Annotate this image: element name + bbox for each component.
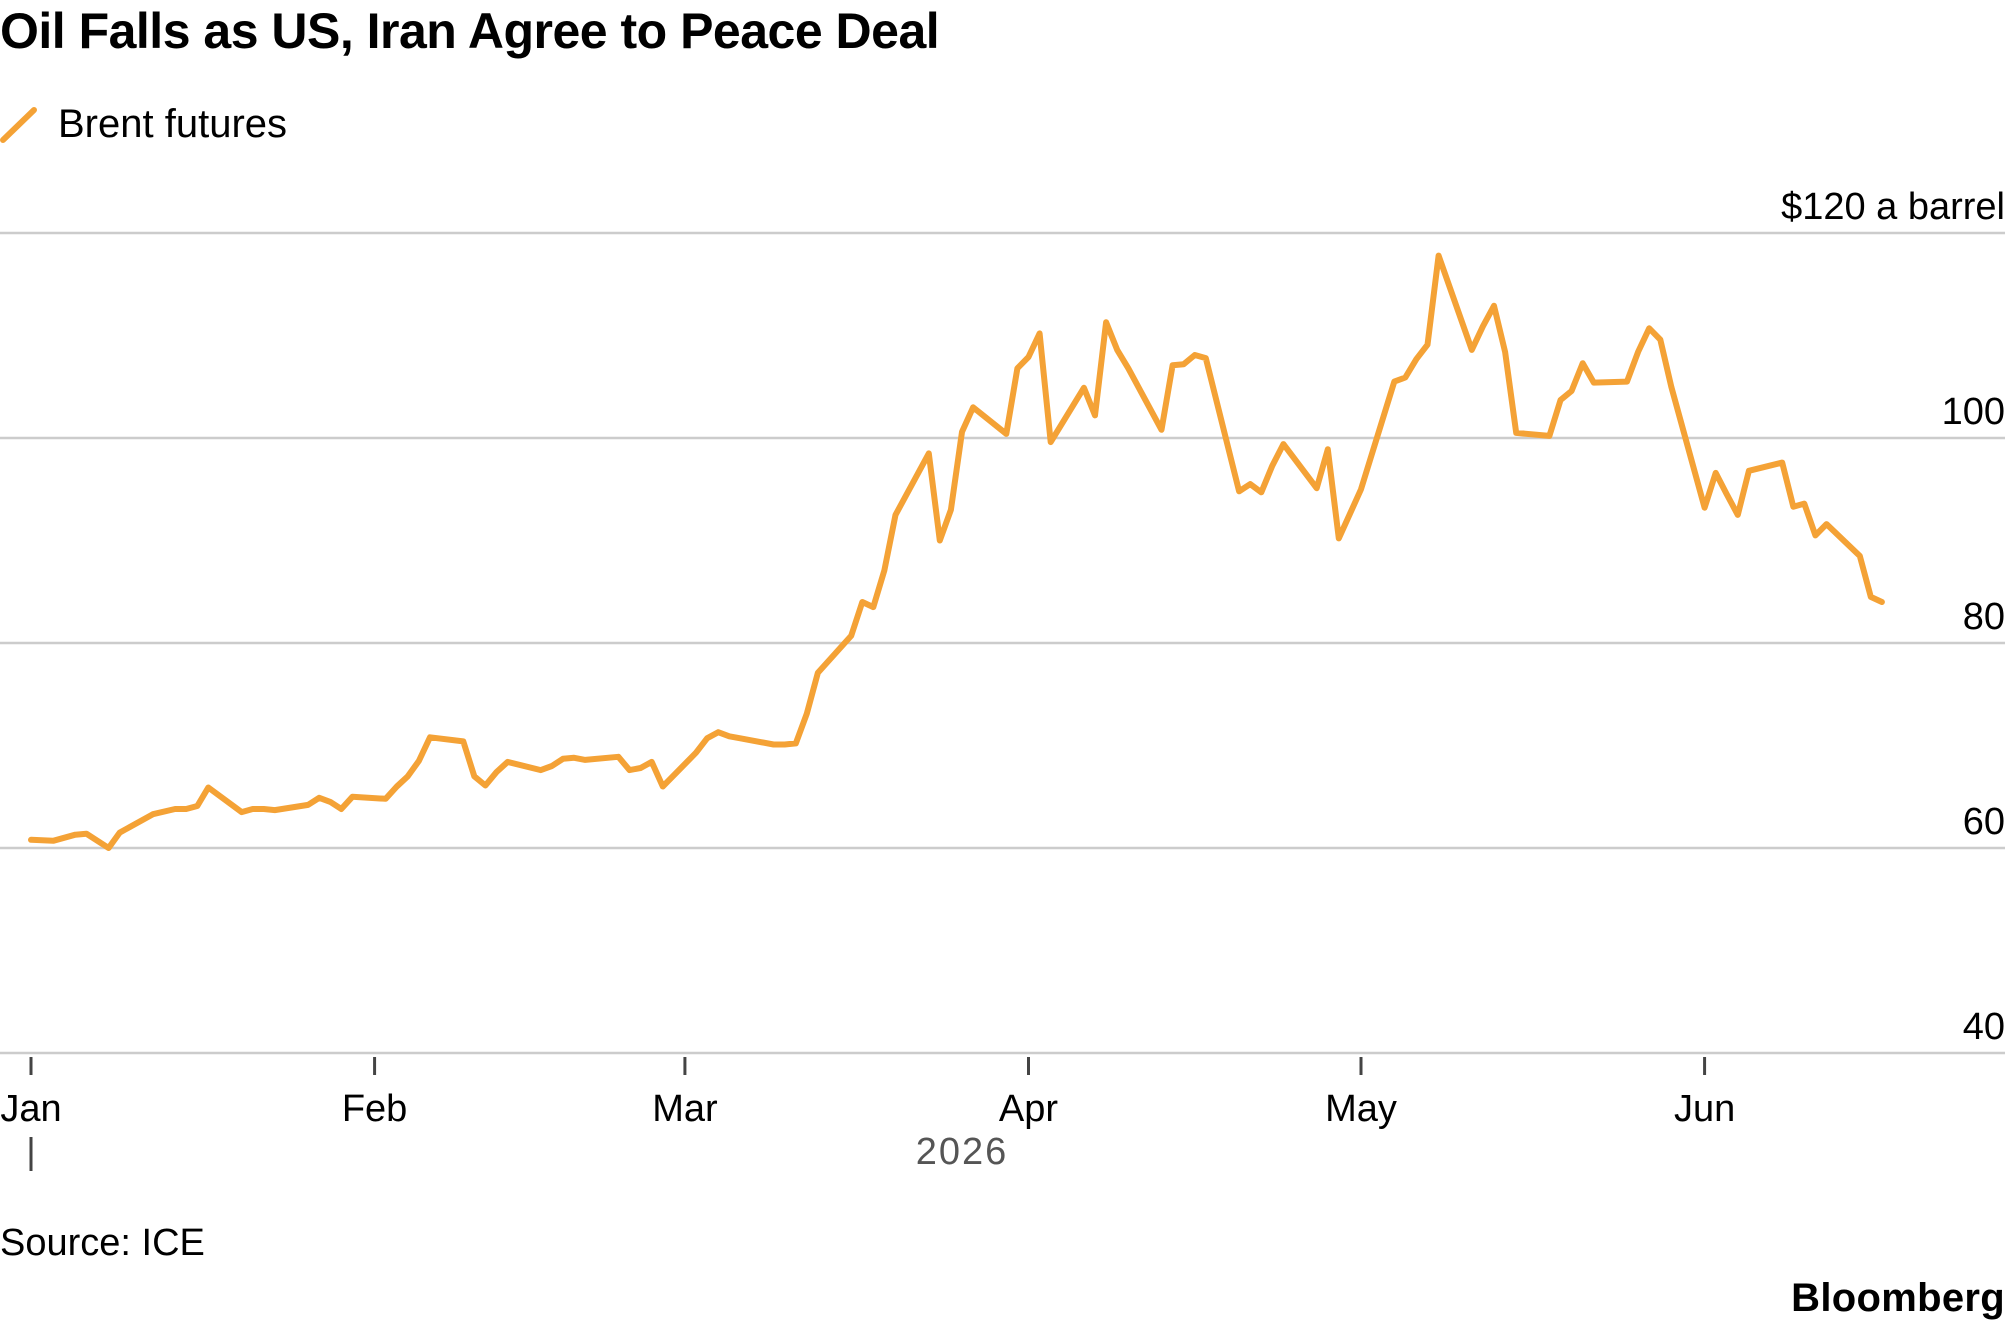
x-tick-label: Feb	[342, 1088, 407, 1130]
line-swatch-icon	[0, 107, 37, 143]
legend-label: Brent futures	[58, 101, 288, 146]
line-chart: $120 a barrel 100 80 60 40 Jan Feb Mar Apr May Jun…	[0, 186, 2005, 1173]
year-label: 2026	[916, 1131, 1009, 1173]
bloomberg-logo: Bloomberg	[1791, 1276, 2005, 1320]
chart-title: Oil Falls as US, Iran Agree to Peace Dea…	[0, 3, 940, 59]
y-tick-label: $120 a barrel	[1781, 186, 2005, 228]
series-line-brent	[28, 252, 1885, 851]
x-tick-label: Jun	[1674, 1088, 1735, 1130]
y-tick-label: 100	[1942, 391, 2005, 433]
x-tick-label: Apr	[999, 1088, 1058, 1130]
y-tick-label: 80	[1963, 596, 2005, 638]
source-note: Source: ICE	[0, 1222, 205, 1264]
y-tick-label: 40	[1963, 1006, 2005, 1048]
x-tick-label: Mar	[652, 1088, 718, 1130]
y-tick-label: 60	[1963, 801, 2005, 843]
legend: Brent futures	[0, 96, 287, 152]
x-tick-label: May	[1325, 1088, 1397, 1130]
x-tick-label: Jan	[0, 1088, 61, 1130]
